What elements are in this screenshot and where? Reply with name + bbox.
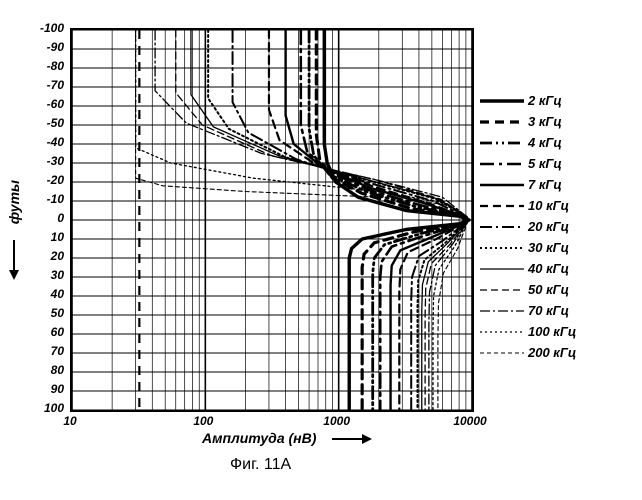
legend-swatch <box>478 260 526 278</box>
plot-svg <box>72 30 472 410</box>
legend-item: 100 кГц <box>478 321 576 342</box>
y-tick-label: -30 <box>0 154 64 168</box>
y-tick-label: -100 <box>0 21 64 35</box>
y-tick-label: -50 <box>0 116 64 130</box>
y-tick-label: 10 <box>0 230 64 244</box>
legend-swatch <box>478 155 526 173</box>
y-tick-label: 100 <box>0 401 64 415</box>
y-tick-label: 40 <box>0 287 64 301</box>
plot-area <box>70 28 474 412</box>
legend-item: 2 кГц <box>478 90 576 111</box>
figure-caption: Фиг. 11A <box>230 456 291 474</box>
legend-label: 100 кГц <box>528 324 576 339</box>
x-tick-label: 10000 <box>453 414 486 428</box>
legend-label: 200 кГц <box>528 345 576 360</box>
y-tick-label: 80 <box>0 363 64 377</box>
x-tick-label: 100 <box>193 414 213 428</box>
legend-item: 70 кГц <box>478 300 576 321</box>
y-tick-label: -80 <box>0 59 64 73</box>
legend-label: 3 кГц <box>528 114 562 129</box>
x-tick-label: 1000 <box>323 414 350 428</box>
legend-item: 4 кГц <box>478 132 576 153</box>
legend-swatch <box>478 92 526 110</box>
legend-swatch <box>478 176 526 194</box>
legend-label: 2 кГц <box>528 93 562 108</box>
legend-item: 5 кГц <box>478 153 576 174</box>
y-tick-label: 70 <box>0 344 64 358</box>
legend-item: 40 кГц <box>478 258 576 279</box>
figure-container: -100-90-80-70-60-50-40-30-20-10010203040… <box>0 0 642 500</box>
legend-label: 40 кГц <box>528 261 569 276</box>
y-tick-label: 50 <box>0 306 64 320</box>
x-arrow-line <box>332 438 362 440</box>
legend-swatch <box>478 344 526 362</box>
legend-item: 7 кГц <box>478 174 576 195</box>
legend-swatch <box>478 218 526 236</box>
legend-label: 20 кГц <box>528 219 569 234</box>
legend-swatch <box>478 281 526 299</box>
legend-item: 20 кГц <box>478 216 576 237</box>
y-tick-label: -40 <box>0 135 64 149</box>
legend-label: 4 кГц <box>528 135 562 150</box>
legend-item: 200 кГц <box>478 342 576 363</box>
legend-swatch <box>478 134 526 152</box>
legend-item: 3 кГц <box>478 111 576 132</box>
legend-swatch <box>478 197 526 215</box>
legend-swatch <box>478 323 526 341</box>
legend-swatch <box>478 239 526 257</box>
x-arrow-head <box>362 434 372 444</box>
legend: 2 кГц 3 кГц 4 кГц 5 кГц 7 кГц 10 кГц 20 кГц 30 … <box>478 90 576 363</box>
legend-label: 10 кГц <box>528 198 569 213</box>
legend-label: 7 кГц <box>528 177 562 192</box>
legend-item: 50 кГц <box>478 279 576 300</box>
legend-item: 10 кГц <box>478 195 576 216</box>
y-tick-label: 20 <box>0 249 64 263</box>
y-tick-label: -90 <box>0 40 64 54</box>
y-axis-label: футы <box>6 180 22 224</box>
x-tick-label: 10 <box>63 414 76 428</box>
y-tick-label: 60 <box>0 325 64 339</box>
legend-label: 30 кГц <box>528 240 569 255</box>
legend-label: 70 кГц <box>528 303 569 318</box>
y-arrow-line <box>13 240 15 270</box>
legend-label: 50 кГц <box>528 282 569 297</box>
legend-label: 5 кГц <box>528 156 562 171</box>
y-tick-label: -70 <box>0 78 64 92</box>
y-tick-label: -60 <box>0 97 64 111</box>
legend-swatch <box>478 113 526 131</box>
y-tick-label: 90 <box>0 382 64 396</box>
legend-swatch <box>478 302 526 320</box>
y-arrow-head <box>9 270 19 280</box>
legend-item: 30 кГц <box>478 237 576 258</box>
x-axis-label: Амплитуда (нВ) <box>202 430 316 446</box>
